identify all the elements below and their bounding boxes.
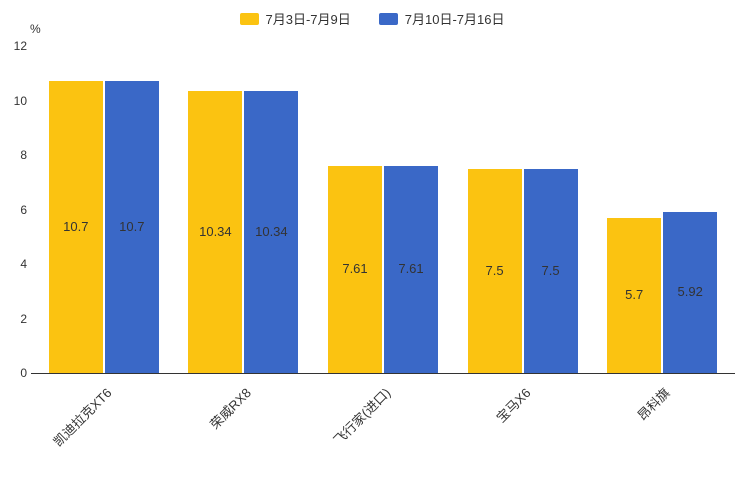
y-axis-unit-label: % xyxy=(30,22,41,36)
legend-swatch-series2 xyxy=(378,12,398,25)
bar-value-label: 5.92 xyxy=(677,284,703,300)
bar-series2-1[interactable] xyxy=(104,81,159,373)
bar-series1-3[interactable] xyxy=(328,165,382,373)
bar-series1-5[interactable] xyxy=(607,217,662,373)
y-axis-tick-label: 12 xyxy=(13,39,27,53)
y-axis-tick-label: 4 xyxy=(20,257,27,271)
legend: 7月3日-7月9日 7月10日-7月16日 xyxy=(0,9,744,28)
bar-value-label: 7.5 xyxy=(541,262,560,278)
bar-value-label: 10.34 xyxy=(255,224,288,240)
legend-label-series2: 7月10日-7月16日 xyxy=(404,12,505,27)
bar-value-label: 10.34 xyxy=(199,224,232,240)
y-axis-tick-label: 6 xyxy=(20,202,27,217)
bar-value-label: 10.7 xyxy=(63,219,89,235)
bar-value-label: 7.61 xyxy=(398,261,424,277)
y-axis-tick-label: 2 xyxy=(20,311,27,326)
x-axis-category-label: 飞行家(进口) xyxy=(331,385,394,448)
bar-value-label: 7.61 xyxy=(342,261,368,277)
bar-series1-1[interactable] xyxy=(48,81,103,373)
legend-swatch-series1 xyxy=(239,12,259,25)
y-axis-tick-label: 10 xyxy=(13,93,27,108)
x-axis-line xyxy=(31,373,735,374)
legend-label-series1: 7月3日-7月9日 xyxy=(265,12,351,27)
x-axis-category-label: 凯迪拉克XT6 xyxy=(50,385,115,450)
bar-series1-2[interactable] xyxy=(188,91,243,373)
bar-value-label: 10.7 xyxy=(119,219,145,235)
legend-item-series1[interactable]: 7月3日-7月9日 xyxy=(239,9,351,28)
bar-series2-2[interactable] xyxy=(244,91,299,373)
bar-series1-4[interactable] xyxy=(467,168,522,373)
legend-item-series2[interactable]: 7月10日-7月16日 xyxy=(378,9,505,28)
y-axis-tick-label: 8 xyxy=(20,148,27,162)
bar-series2-5[interactable] xyxy=(663,211,718,373)
bar-value-label: 7.5 xyxy=(485,262,504,278)
bar-series2-3[interactable] xyxy=(384,165,438,373)
x-axis-category-label: 昂科旗 xyxy=(634,385,673,424)
x-axis-category-label: 荣威RX8 xyxy=(207,385,255,433)
bar-value-label: 5.7 xyxy=(625,287,644,303)
bar-series2-4[interactable] xyxy=(523,168,578,373)
x-axis-category-label: 宝马X6 xyxy=(493,385,534,426)
y-axis-tick-label: 0 xyxy=(20,366,27,380)
